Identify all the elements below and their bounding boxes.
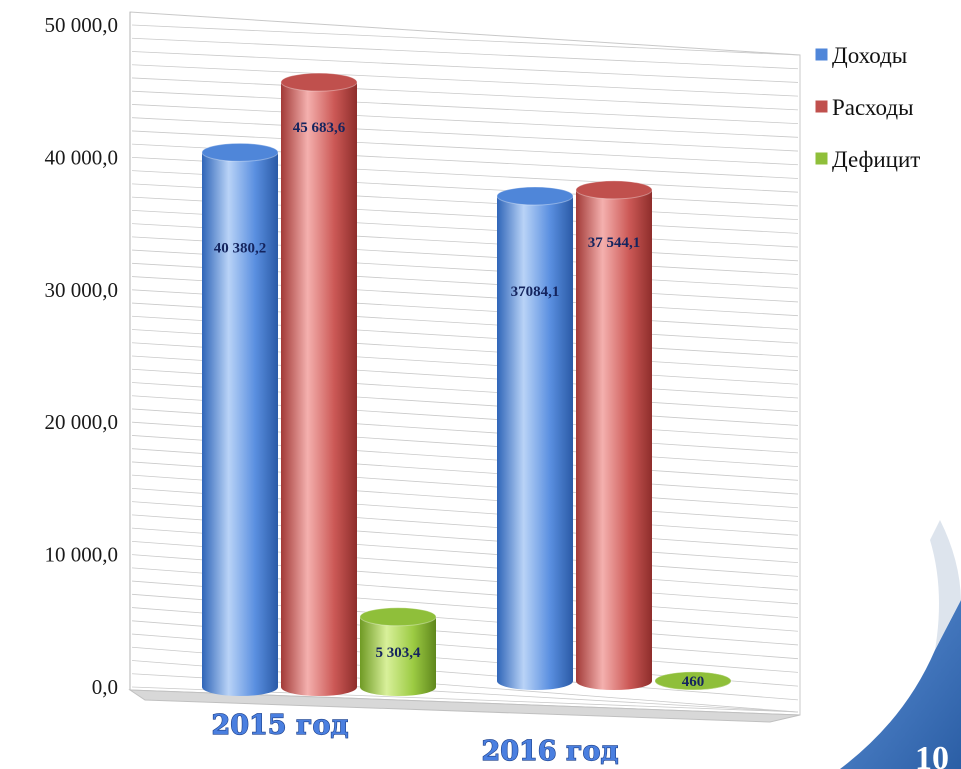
bar-body [281, 82, 357, 687]
bar-base [202, 678, 278, 696]
y-tick-label: 40 000,0 [45, 145, 119, 169]
legend: Доходы Расходы Дефицит [814, 43, 920, 172]
bar-body [497, 196, 573, 681]
legend-swatch [814, 151, 829, 166]
bar-top [359, 607, 437, 627]
y-tick-label: 30 000,0 [45, 278, 119, 302]
gridline [131, 104, 799, 138]
legend-label: Доходы [832, 43, 907, 68]
bars: 40 380,2 45 683,6 5 303,4 37084,1 37 544,1 46… [201, 72, 732, 696]
bar-top [575, 180, 653, 200]
bar-top [654, 671, 732, 691]
data-label: 5 303,4 [376, 645, 422, 661]
data-label: 460 [682, 674, 705, 690]
legend-swatch [814, 47, 829, 62]
bar-body [360, 616, 436, 687]
gridline [131, 37, 799, 70]
y-axis-ticks: 0,0 10 000,0 20 000,0 30 000,0 40 000,0 50 00… [45, 13, 119, 699]
bar-Дефицит-2015 год: 5 303,4 [359, 607, 437, 696]
y-tick-label: 0,0 [92, 675, 118, 699]
bar-Расходы-2015 год: 45 683,6 [280, 72, 358, 696]
data-label: 37084,1 [511, 284, 560, 300]
gridline [131, 24, 799, 56]
legend-label: Расходы [832, 95, 914, 120]
legend-label: Дефицит [832, 147, 920, 172]
bar-top [201, 142, 279, 162]
bar-Доходы-2015 год: 40 380,2 [201, 142, 279, 696]
bar-top [280, 72, 358, 92]
bar-base [360, 678, 436, 696]
gridline [131, 90, 799, 124]
category-label: 2015 год [211, 710, 348, 741]
y-tick-label: 20 000,0 [45, 410, 119, 434]
bar-body [576, 189, 652, 681]
data-label: 45 683,6 [293, 120, 346, 136]
gridline [131, 130, 799, 166]
bar-base [281, 678, 357, 696]
legend-swatch [814, 99, 829, 114]
gridline [131, 77, 799, 111]
gridline [131, 51, 799, 83]
data-label: 40 380,2 [214, 240, 267, 256]
bar-Дефицит-2016 год: 460 [654, 671, 732, 691]
bar-Расходы-2016 год: 37 544,1 [575, 180, 653, 690]
page-number: 10 [915, 740, 949, 769]
data-label: 37 544,1 [588, 235, 641, 251]
bar-Доходы-2016 год: 37084,1 [496, 186, 574, 690]
category-label: 2016 год [481, 736, 618, 767]
y-tick-label: 50 000,0 [45, 13, 119, 37]
y-tick-label: 10 000,0 [45, 543, 119, 567]
bar-base [497, 672, 573, 690]
bar-base [576, 672, 652, 690]
category-labels: 2015 год 2016 год [211, 709, 619, 767]
bar-body [202, 152, 278, 687]
gridline [131, 117, 799, 152]
gridline [131, 64, 799, 97]
bar-top [496, 186, 574, 206]
slide-corner-decoration [840, 520, 961, 769]
